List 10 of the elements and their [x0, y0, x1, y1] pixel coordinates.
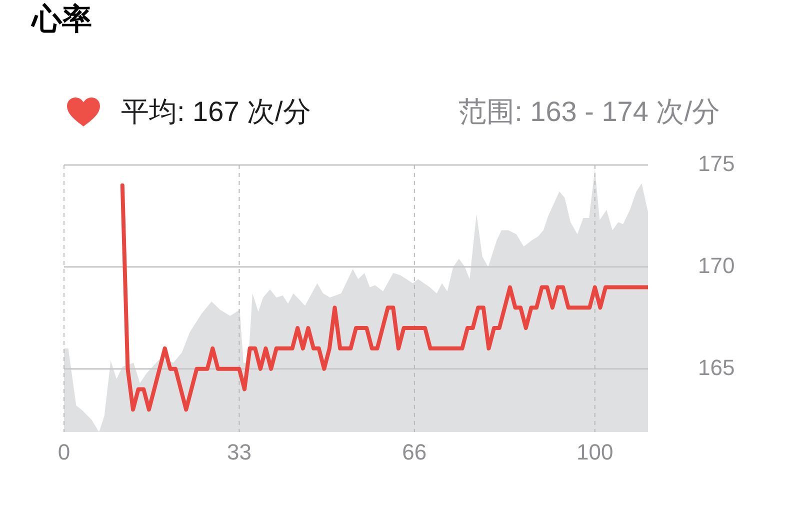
x-tick-label: 33 [226, 439, 252, 464]
x-tick-label: 66 [402, 439, 427, 464]
chart-title: 心率 [32, 3, 92, 36]
chart-subtitle: 平均: 167 次/分 [121, 96, 311, 128]
text: 范围: 163 - 174 次/分 [458, 96, 720, 128]
x-tick-label: 100 [576, 439, 614, 464]
x-tick-label: 0 [58, 439, 70, 464]
y-tick-label: 165 [698, 354, 735, 380]
y-tick-label: 175 [698, 151, 735, 176]
y-tick-label: 170 [698, 252, 735, 278]
